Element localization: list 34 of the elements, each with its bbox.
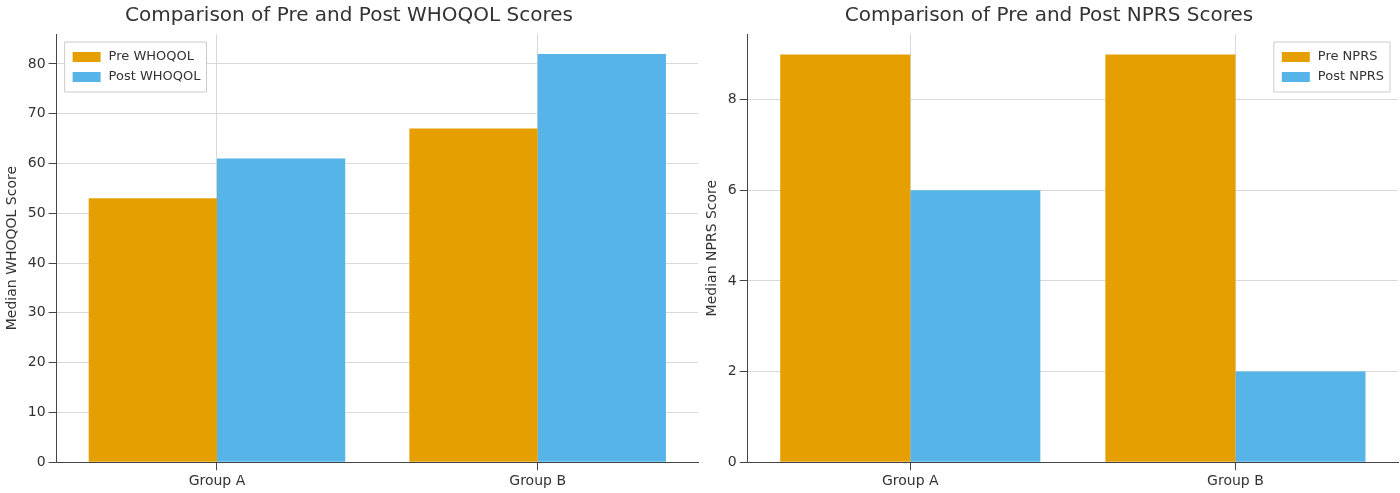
y-axis-title: Median WHOQOL Score [3, 165, 20, 331]
bar [780, 54, 911, 462]
bar [88, 198, 217, 462]
legend-label: Post WHOQOL [108, 68, 202, 84]
y-tick-label: 20 [27, 353, 46, 370]
y-tick-label: 10 [27, 403, 46, 420]
y-tick-label: 4 [727, 271, 737, 288]
x-tick-label: Group A [881, 472, 940, 489]
bar [537, 53, 666, 462]
x-tick-label: Group A [188, 472, 246, 489]
y-tick-label: 50 [27, 203, 46, 220]
bar [910, 190, 1041, 462]
y-tick-label: 60 [27, 154, 46, 171]
y-tick-label: 70 [27, 104, 46, 121]
y-tick-label: 2 [727, 362, 737, 379]
legend-label: Pre NPRS [1317, 48, 1378, 64]
x-tick-label: Group B [509, 472, 566, 489]
y-axis-title: Median NPRS Score [703, 179, 720, 317]
bar [1105, 54, 1236, 462]
legend-label: Pre WHOQOL [108, 48, 195, 64]
y-tick-label: 8 [727, 90, 737, 107]
chart-title: Comparison of Pre and Post NPRS Scores [844, 2, 1254, 27]
legend-label: Post NPRS [1317, 68, 1385, 84]
bar [409, 128, 538, 462]
x-tick-label: Group B [1207, 472, 1264, 489]
y-tick-label: 6 [727, 180, 737, 197]
y-tick-label: 0 [36, 452, 46, 469]
y-tick-label: 0 [727, 452, 737, 469]
chart-title: Comparison of Pre and Post WHOQOL Scores [124, 2, 574, 27]
y-tick-label: 80 [27, 54, 46, 71]
y-tick-label: 40 [27, 253, 46, 270]
bar [1235, 371, 1366, 462]
y-tick-label: 30 [27, 303, 46, 320]
bar [216, 158, 346, 462]
